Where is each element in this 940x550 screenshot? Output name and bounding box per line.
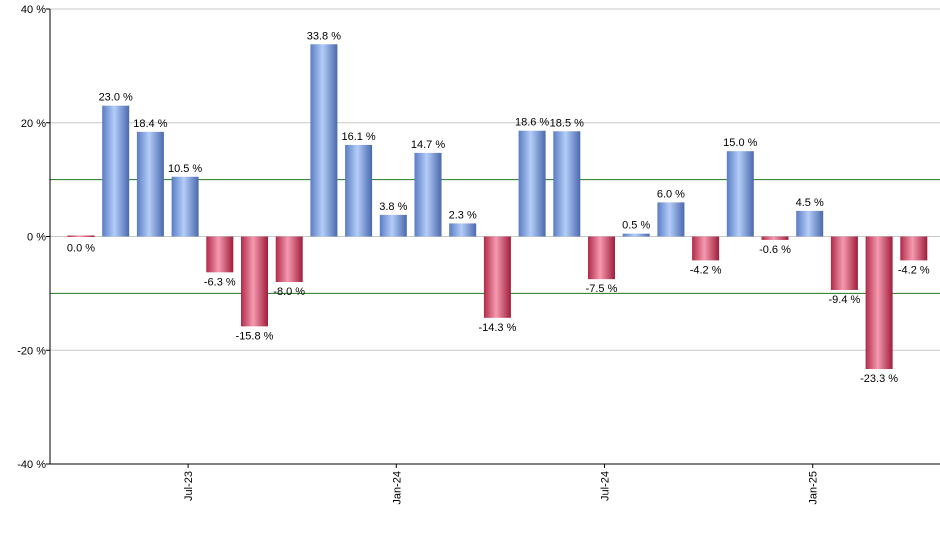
data-label: 4.5 % bbox=[796, 197, 824, 209]
bar bbox=[830, 236, 858, 290]
x-tick-label: Jan-25 bbox=[808, 471, 820, 505]
data-label: -4.2 % bbox=[898, 264, 930, 276]
data-label: 0.0 % bbox=[67, 243, 95, 255]
bar bbox=[102, 105, 130, 237]
data-label: 16.1 % bbox=[341, 131, 375, 143]
data-label: 18.4 % bbox=[133, 118, 167, 130]
x-tick-label: Jul-24 bbox=[600, 471, 612, 501]
data-label: -8.0 % bbox=[273, 286, 305, 298]
bar bbox=[345, 144, 373, 237]
data-label: -23.3 % bbox=[860, 373, 898, 385]
axes: 40 % 20 % 0 % -20 % -40 % Jul-23 Jan-24 Jul-24 J… bbox=[17, 4, 940, 505]
bar bbox=[726, 151, 754, 237]
y-tick-label: 20 % bbox=[21, 118, 46, 130]
data-label: 14.7 % bbox=[411, 139, 445, 151]
bar bbox=[865, 236, 893, 370]
data-label: 10.5 % bbox=[168, 163, 202, 175]
data-label: -0.6 % bbox=[759, 244, 791, 256]
bar bbox=[518, 130, 546, 237]
x-tick-label: Jul-23 bbox=[183, 471, 195, 501]
data-label: 23.0 % bbox=[99, 92, 133, 104]
bar bbox=[241, 236, 268, 327]
data-label: -4.2 % bbox=[690, 264, 722, 276]
bar bbox=[171, 176, 199, 237]
bar bbox=[67, 235, 95, 237]
bar bbox=[796, 210, 824, 237]
bar bbox=[483, 236, 511, 318]
data-labels: 0.0 % 23.0 % 18.4 % 10.5 % -6.3 % -15.8 % -8.0… bbox=[67, 30, 930, 385]
bar bbox=[622, 233, 650, 237]
data-label: -7.5 % bbox=[586, 283, 618, 295]
bar bbox=[657, 202, 685, 237]
data-label: -14.3 % bbox=[478, 322, 516, 334]
y-tick-label: -40 % bbox=[17, 459, 46, 471]
data-label: 15.0 % bbox=[723, 137, 757, 149]
data-label: 0.5 % bbox=[622, 220, 650, 232]
bar bbox=[761, 236, 789, 240]
bar bbox=[900, 236, 928, 261]
data-label: 3.8 % bbox=[379, 201, 407, 213]
data-label: 6.0 % bbox=[657, 188, 685, 200]
data-label: -15.8 % bbox=[236, 330, 274, 342]
data-label: 33.8 % bbox=[307, 30, 341, 42]
bars bbox=[67, 44, 928, 370]
bar bbox=[553, 131, 581, 237]
y-tick-label: -20 % bbox=[17, 345, 46, 357]
bar bbox=[275, 236, 303, 282]
data-label: 18.6 % bbox=[515, 117, 549, 129]
bar bbox=[206, 236, 234, 273]
data-label: -9.4 % bbox=[829, 294, 861, 306]
x-tick-label: Jan-24 bbox=[391, 471, 403, 505]
bar bbox=[379, 214, 407, 237]
bar bbox=[588, 236, 615, 280]
data-label: 18.5 % bbox=[550, 117, 584, 129]
data-label: -6.3 % bbox=[204, 276, 236, 288]
y-tick-label: 0 % bbox=[27, 232, 46, 244]
bar bbox=[414, 152, 442, 237]
y-tick-label: 40 % bbox=[21, 4, 46, 16]
bar bbox=[136, 131, 164, 237]
bar bbox=[692, 236, 720, 261]
data-label: 2.3 % bbox=[449, 209, 477, 221]
bar bbox=[310, 44, 338, 237]
bar bbox=[449, 223, 477, 237]
